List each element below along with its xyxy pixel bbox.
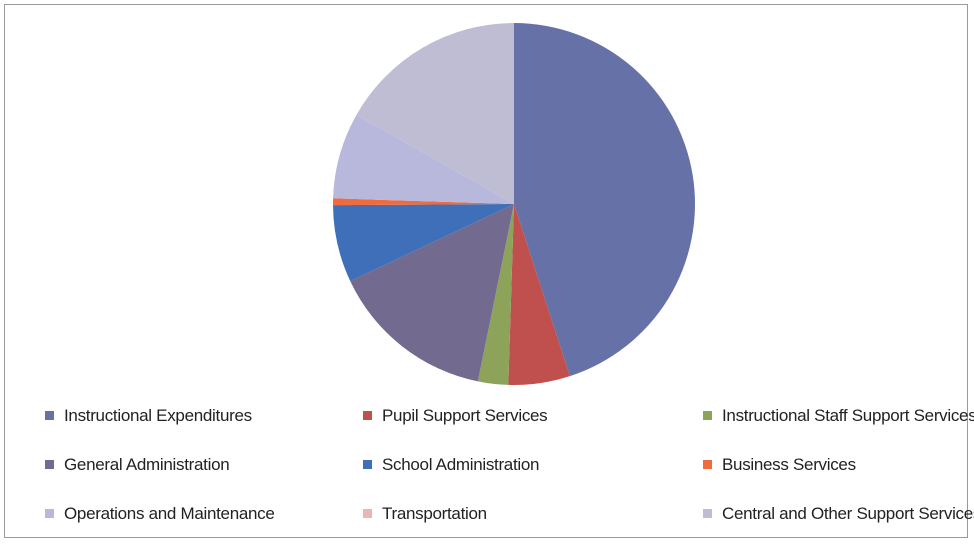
legend-item: Business Services bbox=[703, 452, 965, 477]
legend-label: General Administration bbox=[64, 454, 230, 474]
legend-swatch bbox=[363, 411, 372, 420]
legend-item: Operations and Maintenance bbox=[45, 501, 363, 526]
pie-slice bbox=[350, 204, 514, 382]
legend-item: Instructional Expenditures bbox=[45, 403, 363, 428]
legend-label: Pupil Support Services bbox=[382, 405, 548, 425]
legend-label: Instructional Staff Support Services bbox=[722, 405, 974, 425]
pie-slice bbox=[514, 23, 695, 377]
legend-label: Transportation bbox=[382, 503, 487, 523]
pie-chart bbox=[332, 23, 695, 385]
legend-swatch bbox=[363, 509, 372, 518]
legend-item: General Administration bbox=[45, 452, 363, 477]
legend-swatch bbox=[45, 460, 54, 469]
legend-label: Operations and Maintenance bbox=[64, 503, 275, 523]
pie-slice bbox=[333, 204, 514, 282]
chart-frame: Instructional Expenditures Pupil Support… bbox=[4, 4, 974, 538]
legend-label: School Administration bbox=[382, 454, 540, 474]
legend-swatch bbox=[703, 411, 712, 420]
legend-label: Instructional Expenditures bbox=[64, 405, 252, 425]
legend-item: Central and Other Support Services bbox=[703, 501, 974, 526]
legend-label: Business Services bbox=[722, 454, 856, 474]
legend-item: Transportation bbox=[363, 501, 703, 526]
legend-item: School Administration bbox=[363, 452, 703, 477]
pie-slice bbox=[332, 198, 514, 206]
legend-item: Instructional Staff Support Services bbox=[703, 403, 974, 428]
legend: Instructional Expenditures Pupil Support… bbox=[45, 403, 974, 526]
pie-slice bbox=[333, 114, 514, 204]
legend-item: Pupil Support Services bbox=[363, 403, 703, 428]
pie-slice bbox=[508, 204, 570, 385]
pie-slice bbox=[477, 204, 514, 385]
legend-swatch bbox=[363, 460, 372, 469]
legend-swatch bbox=[45, 509, 54, 518]
legend-swatch bbox=[45, 411, 54, 420]
legend-swatch bbox=[703, 460, 712, 469]
legend-label: Central and Other Support Services bbox=[722, 503, 974, 523]
pie-slice bbox=[356, 23, 514, 204]
legend-swatch bbox=[703, 509, 712, 518]
